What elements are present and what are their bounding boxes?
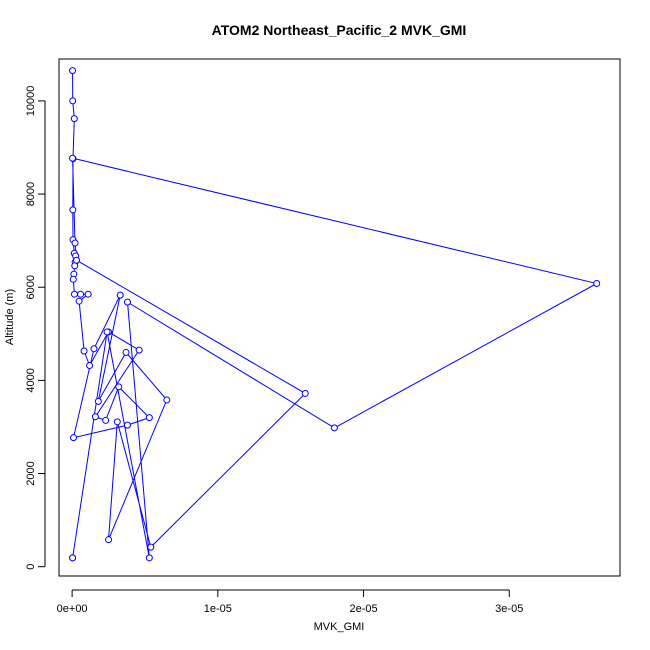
data-point xyxy=(116,291,124,299)
y-tick-label: 4000 xyxy=(25,368,37,392)
data-point xyxy=(80,347,88,355)
data-point xyxy=(71,262,79,270)
data-point xyxy=(69,275,77,283)
data-point xyxy=(163,396,171,404)
data-point xyxy=(70,115,78,123)
series-layer xyxy=(69,67,601,562)
data-point xyxy=(593,279,601,287)
data-point xyxy=(69,154,77,162)
x-tick-label: 2e-05 xyxy=(349,603,377,615)
data-point xyxy=(145,414,153,422)
x-axis-label: MVK_GMI xyxy=(314,621,365,633)
data-point xyxy=(103,328,111,336)
y-tick-label: 6000 xyxy=(25,275,37,299)
y-tick-label: 10000 xyxy=(25,86,37,117)
data-point xyxy=(135,346,143,354)
data-point xyxy=(84,290,92,298)
data-point xyxy=(69,67,77,75)
data-point xyxy=(77,290,85,298)
y-axis: 0 2000 4000 6000 8000 10000 xyxy=(25,86,46,570)
data-point xyxy=(69,97,77,105)
x-tick-label: 0e+00 xyxy=(57,603,88,615)
data-point xyxy=(330,424,338,432)
data-point xyxy=(69,434,77,442)
data-point xyxy=(122,348,130,356)
data-point xyxy=(72,256,80,264)
data-point xyxy=(86,361,94,369)
data-point xyxy=(102,416,110,424)
data-point xyxy=(71,239,79,247)
data-point xyxy=(123,298,131,306)
data-point xyxy=(69,554,77,562)
data-point xyxy=(90,345,98,353)
data-point xyxy=(123,421,131,429)
y-tick-label: 2000 xyxy=(25,461,37,485)
y-tick-label: 8000 xyxy=(25,182,37,206)
plot-frame xyxy=(58,58,621,577)
x-axis: 0e+00 1e-05 2e-05 3e-05 xyxy=(57,589,523,615)
data-point xyxy=(105,536,113,544)
data-point xyxy=(91,413,99,421)
data-point xyxy=(115,383,123,391)
chart-title: ATOM2 Northeast_Pacific_2 MVK_GMI xyxy=(212,22,467,38)
data-point xyxy=(70,290,78,298)
y-axis-label: Altitude (m) xyxy=(4,289,16,345)
data-point xyxy=(94,397,102,405)
x-tick-label: 3e-05 xyxy=(495,603,523,615)
y-tick-label: 0 xyxy=(25,564,37,570)
x-tick-label: 1e-05 xyxy=(204,603,232,615)
data-point xyxy=(75,297,83,305)
data-point xyxy=(145,554,153,562)
data-point xyxy=(69,206,77,214)
data-point xyxy=(147,543,155,551)
data-point xyxy=(113,418,121,426)
data-point xyxy=(301,389,309,397)
